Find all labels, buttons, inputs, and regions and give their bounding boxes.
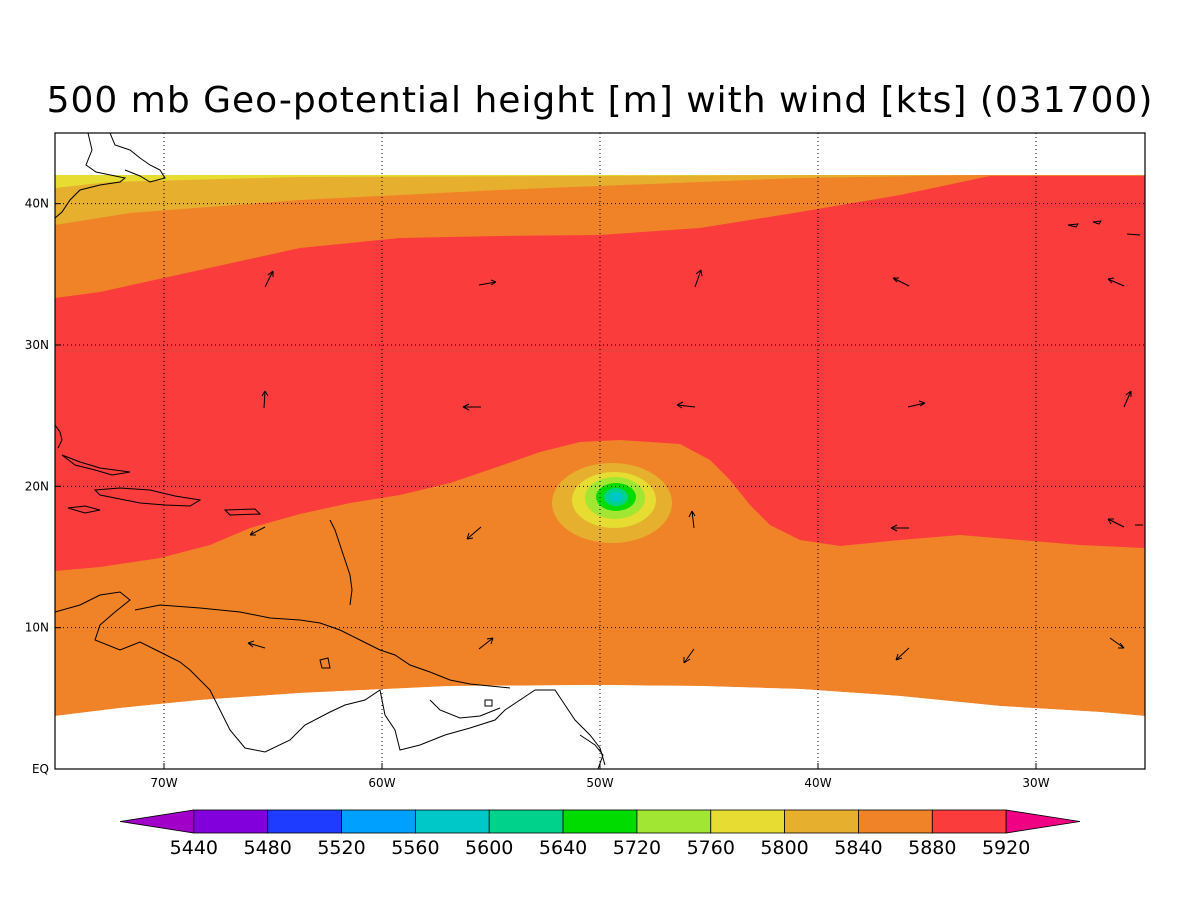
wind-arrow [1123,390,1132,408]
colorbar-swatch [710,809,786,834]
colorbar-level-label: 5920 [982,837,1030,859]
coastline-suriname [484,699,493,707]
lat-tick-label: EQ [32,762,49,776]
lon-tick-label: 30W [1022,776,1049,790]
coastline-venezuela [134,604,511,689]
wind-arrow [892,277,910,287]
coastline-brazil-east [579,734,604,769]
wind-arrow [249,526,266,536]
colorbar-swatch [636,809,712,834]
wind-arrow [264,270,274,288]
colorbar: 5440 5480 5520 5560 5600 5640 5720 5760 5800 5840… [119,809,1081,859]
lon-tick-label: 40W [804,776,831,790]
colorbar-swatch [488,809,564,834]
colorbar-level-label: 5760 [687,837,735,859]
wind-arrow [1107,277,1125,287]
colorbar-low-triangle [119,809,195,834]
wind-arrow [478,637,494,650]
lon-tick-label: 50W [586,776,613,790]
colorbar-level-label: 5840 [834,837,882,859]
colorbar-level-label: 5720 [613,837,661,859]
latitude-axis: EQ 10N 20N 30N 40N [25,197,61,776]
lat-tick-label: 30N [25,338,49,352]
wind-arrow [688,510,696,529]
coastline-azores-3 [1126,233,1141,236]
wind-arrow [478,279,497,286]
colorbar-swatch [414,809,490,834]
colorbar-level-label: 5880 [908,837,956,859]
wind-arrow [261,390,269,409]
wind-arrow [1109,637,1125,649]
coastline-jamaica [67,505,101,514]
coastline-cuba [61,454,131,476]
lon-tick-label: 60W [368,776,395,790]
graticule [55,133,1145,769]
coastline-azores-1 [1067,223,1080,228]
colorbar-level-label: 5560 [391,837,439,859]
wind-arrow [683,648,695,664]
colorbar-level-label: 5520 [317,837,365,859]
coastline-trinidad [319,657,331,669]
wind-arrow [676,401,696,409]
wind-arrow [895,647,910,661]
coastlines [55,133,1143,769]
wind-arrow [1107,518,1125,528]
wind-arrow [247,640,266,649]
colorbar-swatch [341,809,416,834]
colorbar-swatch [931,809,1007,834]
colorbar-level-label: 5600 [465,837,513,859]
map-title: 500 mb Geo-potential height [m] with win… [46,80,1154,121]
colorbar-swatch [784,809,859,834]
longitude-axis: 70W 60W 50W 40W 30W [150,763,1050,790]
wind-arrow [694,269,703,288]
wind-arrow [907,400,926,408]
contour-5600-core [609,492,623,502]
coastline-florida [55,424,63,449]
coastline-canada [109,133,166,183]
lat-tick-label: 10N [25,621,49,635]
wind-arrow [462,403,481,411]
missing-data-south [55,685,1145,769]
colorbar-swatch [858,809,933,834]
colorbar-level-label: 5440 [170,837,218,859]
wind-arrow [466,526,482,540]
colorbar-level-label: 5800 [760,837,808,859]
colorbar-swatch [562,809,638,834]
wind-arrow [890,524,909,532]
lat-tick-label: 40N [25,197,49,211]
colorbar-swatch [193,809,269,834]
coastline-hispaniola [93,487,202,507]
coastline-antilles [329,519,353,606]
colorbar-swatch [267,809,342,834]
coastline-azores-2 [1092,220,1103,225]
lat-tick-label: 20N [25,479,49,493]
coastline-south-america [55,591,606,766]
colorbar-level-label: 5640 [539,837,587,859]
colorbar-high-triangle [1005,809,1081,834]
coastline-puerto-rico [223,508,262,516]
lon-tick-label: 70W [150,776,177,790]
coastline-guiana-inner [429,699,501,719]
contour-5800-band [55,175,830,188]
colorbar-level-label: 5480 [244,837,292,859]
wind-vectors [247,269,1132,664]
